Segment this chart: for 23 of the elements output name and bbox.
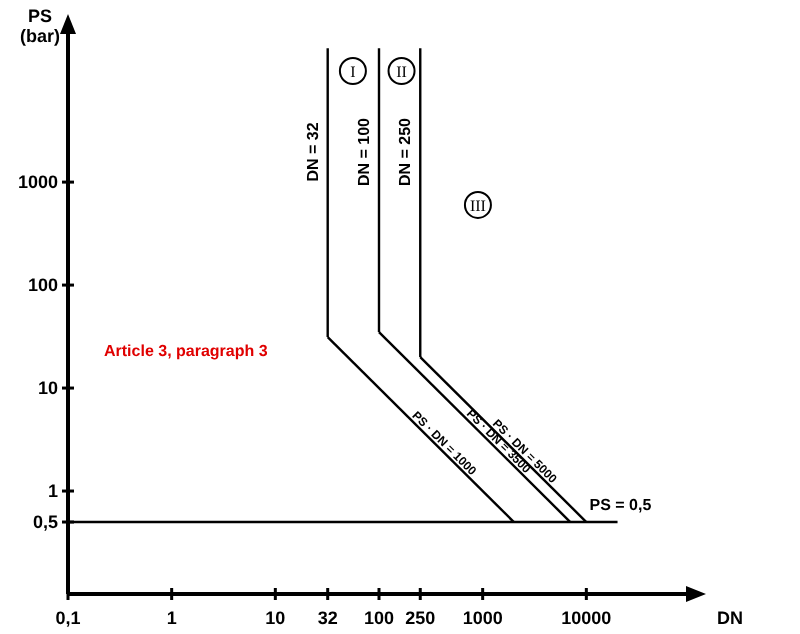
x-axis-title: DN [717,608,743,628]
text: DN = 100 [355,116,373,187]
x-tick-label: 1 [166,608,177,628]
x-tick-label: 250 [405,608,436,628]
x-tick-label: 0,1 [55,608,81,628]
y-tick-label: 1 [47,481,58,502]
text: DN = 250 [396,116,415,187]
text: DN = 32 [303,121,322,182]
x-tick-label: 100 [363,608,395,628]
annotation: II [396,62,408,81]
annotation: Article 3, paragraph 3 [104,342,269,360]
x-tick-label: 32 [317,608,338,628]
y-tick-label: 10 [37,378,58,399]
y-tick-label: 1000 [17,172,58,193]
x-tick-label: 10000 [561,608,612,628]
x-tick-label: 1000 [462,608,503,628]
x-tick-label: 10 [265,608,286,628]
y-tick-label: 100 [27,275,58,296]
annotation: III [469,196,487,215]
y-axis-title: PS (bar) [20,6,60,46]
annotation: I [350,62,357,81]
y-tick-label: 0,5 [32,512,58,533]
series-label: PS = 0,5 [589,496,653,515]
